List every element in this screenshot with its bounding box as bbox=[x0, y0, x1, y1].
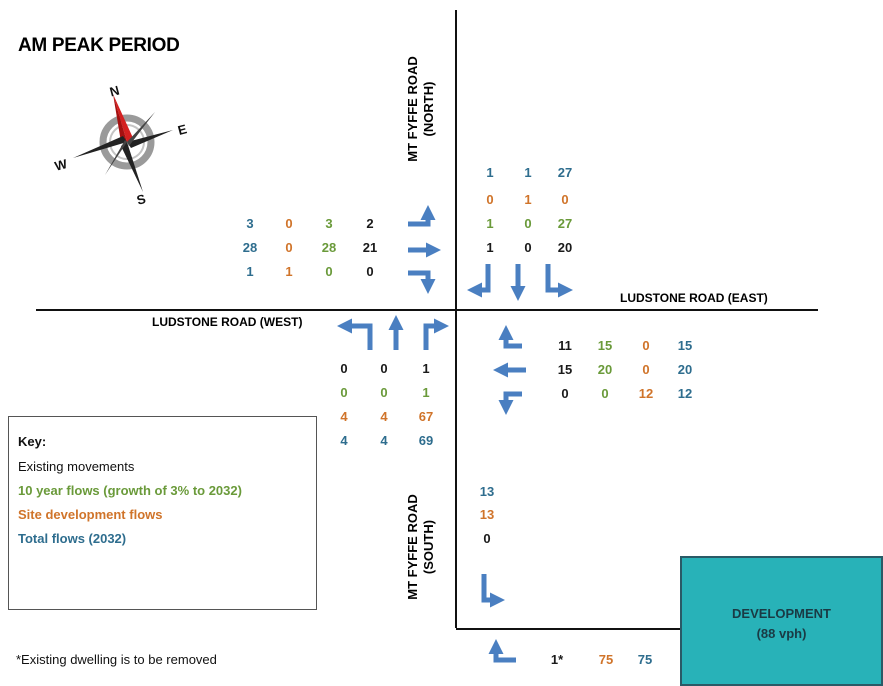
footnote: *Existing dwelling is to be removed bbox=[16, 652, 217, 667]
arrow-south-leg bbox=[481, 574, 505, 608]
west-r1-site: 0 bbox=[285, 216, 293, 231]
east-r1-site: 0 bbox=[642, 338, 650, 353]
arrow-south-left bbox=[337, 318, 373, 350]
east-r2-total: 20 bbox=[677, 362, 693, 377]
arrow-north-left bbox=[545, 264, 573, 298]
south-leg-existing: 0 bbox=[483, 531, 491, 546]
south-r2-c1: 0 bbox=[340, 385, 348, 400]
south-r3-c3: 67 bbox=[418, 409, 434, 424]
road-label-east: LUDSTONE ROAD (EAST) bbox=[620, 291, 768, 305]
key-growth: 10 year flows (growth of 3% to 2032) bbox=[18, 483, 242, 498]
west-r1-growth: 3 bbox=[325, 216, 333, 231]
west-r2-existing: 21 bbox=[362, 240, 378, 255]
arrow-east-right bbox=[498, 325, 522, 349]
arrow-east-left bbox=[498, 391, 522, 415]
north-r2-c1: 0 bbox=[486, 192, 494, 207]
east-r3-total: 12 bbox=[677, 386, 693, 401]
development-line1: DEVELOPMENT bbox=[732, 606, 831, 621]
south-r4-c2: 4 bbox=[380, 433, 388, 448]
key-site: Site development flows bbox=[18, 507, 163, 522]
bottom-total: 75 bbox=[637, 652, 653, 667]
compass-s: S bbox=[135, 191, 148, 208]
south-leg-total: 13 bbox=[479, 484, 495, 499]
east-r1-total: 15 bbox=[677, 338, 693, 353]
north-r2-c3: 0 bbox=[561, 192, 569, 207]
road-label-west: LUDSTONE ROAD (WEST) bbox=[152, 315, 303, 329]
key-total: Total flows (2032) bbox=[18, 531, 127, 546]
south-leg-site: 13 bbox=[479, 507, 495, 522]
key-box: Key: Existing movements 10 year flows (g… bbox=[8, 416, 317, 610]
west-r2-site: 0 bbox=[285, 240, 293, 255]
south-r3-c1: 4 bbox=[340, 409, 348, 424]
page-title: AM PEAK PERIOD bbox=[18, 35, 180, 56]
bottom-site: 75 bbox=[598, 652, 614, 667]
north-r1-c3: 27 bbox=[557, 165, 573, 180]
south-r2-c2: 0 bbox=[380, 385, 388, 400]
north-r2-c2: 1 bbox=[524, 192, 532, 207]
west-r3-growth: 0 bbox=[325, 264, 333, 279]
west-r2-total: 28 bbox=[242, 240, 258, 255]
west-r3-site: 1 bbox=[285, 264, 293, 279]
south-r4-c3: 69 bbox=[418, 433, 434, 448]
west-r3-existing: 0 bbox=[366, 264, 374, 279]
compass-icon: N E S W bbox=[53, 83, 189, 208]
east-r3-existing: 0 bbox=[561, 386, 569, 401]
south-r4-c1: 4 bbox=[340, 433, 348, 448]
arrow-west-right bbox=[408, 270, 436, 294]
arrow-west-left bbox=[408, 205, 436, 227]
west-r3-total: 1 bbox=[246, 264, 254, 279]
arrow-south-right bbox=[423, 318, 449, 350]
north-r4-c1: 1 bbox=[486, 240, 494, 255]
east-r3-growth: 0 bbox=[601, 386, 609, 401]
east-r1-growth: 15 bbox=[597, 338, 613, 353]
development-line2: (88 vph) bbox=[756, 626, 807, 641]
west-r1-existing: 2 bbox=[366, 216, 374, 231]
east-r2-growth: 20 bbox=[597, 362, 613, 377]
north-r1-c1: 1 bbox=[486, 165, 494, 180]
key-heading: Key: bbox=[18, 434, 47, 449]
north-r3-c3: 27 bbox=[557, 216, 573, 231]
compass-w: W bbox=[53, 156, 69, 174]
east-r2-site: 0 bbox=[642, 362, 650, 377]
south-r1-c2: 0 bbox=[380, 361, 388, 376]
north-r1-c2: 1 bbox=[524, 165, 532, 180]
arrow-bottom bbox=[488, 639, 516, 663]
east-r3-site: 12 bbox=[638, 386, 654, 401]
south-r1-c3: 1 bbox=[422, 361, 430, 376]
north-r3-c1: 1 bbox=[486, 216, 494, 231]
north-r4-c3: 20 bbox=[557, 240, 573, 255]
bottom-existing: 1* bbox=[550, 652, 564, 667]
compass-n: N bbox=[108, 83, 121, 100]
south-r3-c2: 4 bbox=[380, 409, 388, 424]
arrow-north-right bbox=[467, 264, 491, 298]
development-box: DEVELOPMENT (88 vph) bbox=[680, 556, 883, 686]
north-r3-c2: 0 bbox=[524, 216, 532, 231]
south-r1-c1: 0 bbox=[340, 361, 348, 376]
key-existing: Existing movements bbox=[18, 459, 135, 474]
compass-e: E bbox=[176, 121, 189, 138]
east-r2-existing: 15 bbox=[557, 362, 573, 377]
east-r1-existing: 11 bbox=[558, 338, 572, 353]
south-r2-c3: 1 bbox=[422, 385, 430, 400]
west-r1-total: 3 bbox=[246, 216, 254, 231]
west-r2-growth: 28 bbox=[321, 240, 337, 255]
north-r4-c2: 0 bbox=[524, 240, 532, 255]
